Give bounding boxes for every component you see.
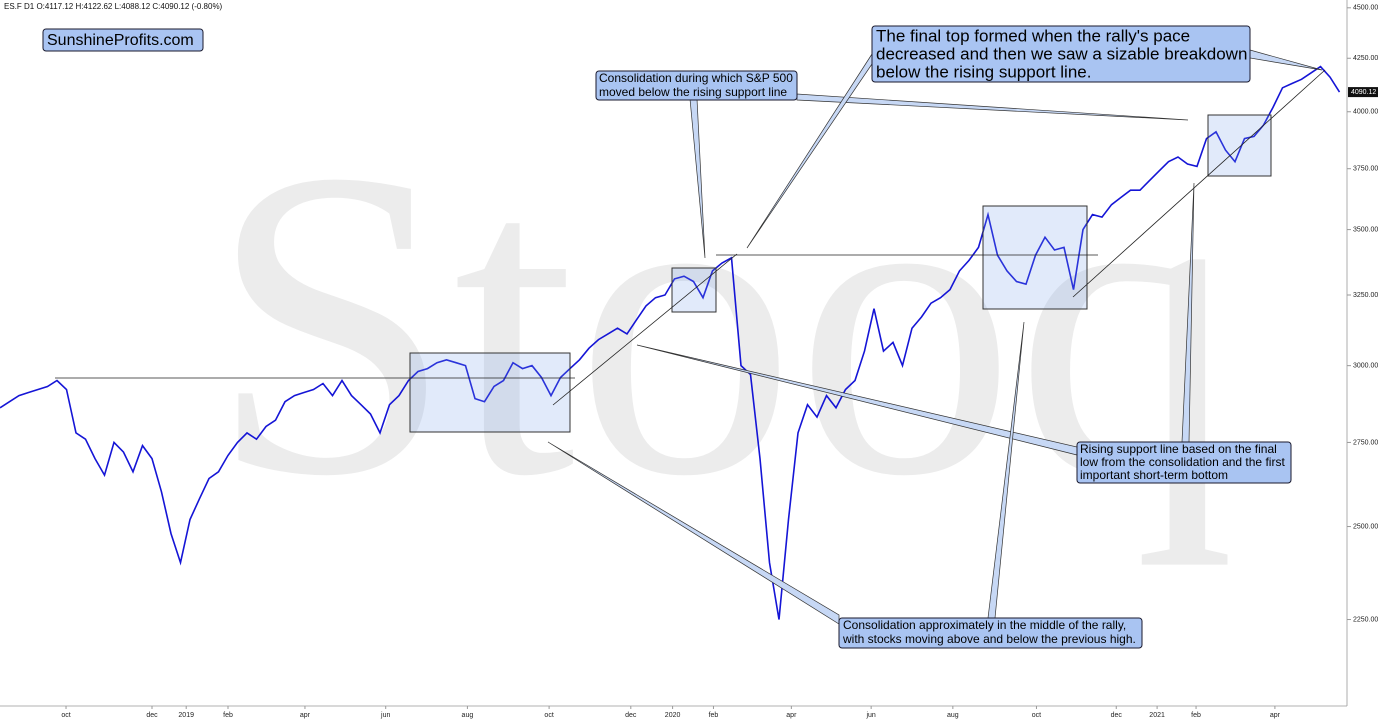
annotation-box [595,70,798,101]
y-tick-label: 3750.00 [1353,166,1378,173]
annotation-text: below the rising support line. [876,62,1091,81]
support-line [552,253,738,406]
x-tick-label: dec [146,712,158,719]
y-tick-label: 3250.00 [1353,292,1378,299]
x-tick-label: dec [1111,712,1123,719]
x-tick-label: oct [61,712,70,719]
consolidation-box [671,267,717,313]
support-line [1072,69,1326,298]
x-tick-label: apr [300,712,311,719]
x-tick-label: jun [380,712,390,719]
x-tick-label: dec [625,712,637,719]
x-tick-label: apr [786,712,797,719]
annotation-box [1076,441,1292,484]
x-tick-label: feb [223,712,233,719]
annotation-box [838,617,1143,649]
y-tick-label: 2500.00 [1353,523,1378,530]
annotation-text: Consolidation during which S&P 500 [599,71,793,85]
consolidation-box [982,205,1088,310]
x-tick-label: oct [1032,712,1041,719]
x-tick-label: oct [544,712,553,719]
x-tick-label: apr [1270,712,1281,719]
brand: SunshineProfits.com [47,32,194,49]
x-tick-label: 2019 [178,712,194,719]
consolidation-box [409,352,571,433]
watermark: Stooq [209,80,1236,567]
x-tick-label: 2020 [665,712,681,719]
annotation-text: The final top formed when the rally's pa… [876,26,1190,45]
ohlc-header: ES.F D1 O:4117.12 H:4122.62 L:4088.12 C:… [4,2,223,11]
annotation-text: important short-term bottom [1080,468,1228,482]
x-tick-label: 2021 [1149,712,1165,719]
annotation-text: decreased and then we saw a sizable brea… [876,44,1247,63]
annotation-text: moved below the rising support line [599,85,787,99]
price-line [0,65,1341,620]
annotation-text: Consolidation approximately in the middl… [843,618,1126,632]
y-tick-label: 4250.00 [1353,55,1378,62]
brand-box [42,28,204,52]
y-tick-label: 3000.00 [1353,362,1378,369]
y-tick-label: 4000.00 [1353,109,1378,116]
last-price-marker [1348,87,1378,98]
annotation-text: low from the consolidation and the first [1080,455,1285,469]
y-tick-label: 2750.00 [1353,439,1378,446]
last-price-label: 4090.12 [1351,89,1376,96]
x-tick-label: jun [865,712,875,719]
x-tick-label: feb [709,712,719,719]
y-tick-label: 3500.00 [1353,226,1378,233]
x-tick-label: feb [1191,712,1201,719]
annotation-box [871,25,1251,83]
annotation-text: with stocks moving above and below the p… [842,632,1136,646]
plot-area [0,7,1351,709]
pointer [1249,49,1323,71]
x-tick-label: aug [462,712,474,719]
y-tick-label: 2250.00 [1353,616,1378,623]
annotation-text: Rising support line based on the final [1080,442,1277,456]
y-tick-label: 4500.00 [1353,5,1378,12]
x-tick-label: aug [947,712,959,719]
